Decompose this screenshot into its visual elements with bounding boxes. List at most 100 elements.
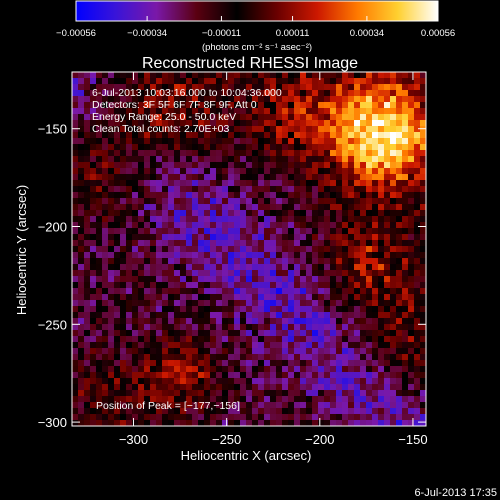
heatmap-cell [366,168,373,175]
heatmap-cell [204,156,211,163]
heatmap-cell [270,222,277,229]
heatmap-cell [174,114,181,121]
heatmap-cell [282,366,289,373]
heatmap-cell [156,138,163,145]
heatmap-cell [336,396,343,403]
heatmap-cell [282,276,289,283]
heatmap-cell [384,90,391,97]
heatmap-cell [210,354,217,361]
heatmap-cell [300,108,307,115]
heatmap-cell [396,126,403,133]
heatmap-cell [390,408,397,415]
heatmap-cell [264,78,271,85]
heatmap-cell [408,258,415,265]
heatmap-cell [180,222,187,229]
heatmap-cell [234,372,241,379]
heatmap-cell [378,138,385,145]
heatmap-cell [378,360,385,367]
heatmap-cell [234,342,241,349]
heatmap-cell [168,342,175,349]
heatmap-cell [96,78,103,85]
heatmap-cell [306,300,313,307]
heatmap-cell [294,342,301,349]
heatmap-cell [120,102,127,109]
heatmap-cell [222,198,229,205]
heatmap-cell [228,402,235,409]
heatmap-cell [180,138,187,145]
heatmap-cell [414,138,421,145]
heatmap-cell [186,78,193,85]
heatmap-cell [384,174,391,181]
heatmap-cell [414,162,421,169]
heatmap-cell [318,312,325,319]
heatmap-cell [354,108,361,115]
heatmap-cell [408,264,415,271]
heatmap-cell [294,336,301,343]
heatmap-cell [120,96,127,103]
heatmap-cell [336,234,343,241]
heatmap-cell [360,84,367,91]
heatmap-cell [120,300,127,307]
heatmap-cell [390,192,397,199]
heatmap-cell [354,174,361,181]
heatmap-cell [378,300,385,307]
heatmap-cell [114,132,121,139]
heatmap-cell [150,264,157,271]
heatmap-cell [84,336,91,343]
heatmap-cell [150,144,157,151]
heatmap-cell [324,234,331,241]
heatmap-cell [192,234,199,241]
heatmap-cell [366,378,373,385]
heatmap-cell [294,150,301,157]
heatmap-cell [84,330,91,337]
heatmap-cell [192,288,199,295]
heatmap-cell [306,174,313,181]
heatmap-cell [396,354,403,361]
heatmap-cell [240,258,247,265]
heatmap-cell [390,168,397,175]
heatmap-cell [396,324,403,331]
heatmap-cell [342,366,349,373]
heatmap-cell [144,258,151,265]
info-line-energy: Energy Range: 25.0 - 50.0 keV [92,111,236,123]
heatmap-cell [336,192,343,199]
heatmap-cell [420,198,426,205]
heatmap-cell [222,102,229,109]
heatmap-cell [150,162,157,169]
heatmap-cell [210,210,217,217]
heatmap-cell [414,240,421,247]
heatmap-cell [390,174,397,181]
heatmap-cell [378,198,385,205]
heatmap-cell [264,288,271,295]
heatmap-cell [282,234,289,241]
heatmap-cell [132,384,139,391]
heatmap-cell [348,324,355,331]
heatmap-cell [408,84,415,91]
heatmap-cell [354,132,361,139]
heatmap-cell [324,72,331,79]
heatmap-cell [126,180,133,187]
heatmap-cell [330,324,337,331]
heatmap-cell [78,396,85,403]
heatmap-cell [84,120,91,127]
heatmap-cell [150,396,157,403]
heatmap-cell [72,360,79,367]
heatmap-cell [72,162,79,169]
info-line-counts: Clean Total counts: 2.70E+03 [92,123,229,135]
heatmap-cell [246,408,253,415]
heatmap-cell [408,252,415,259]
heatmap-cell [342,138,349,145]
heatmap-cell [108,138,115,145]
heatmap-cell [240,324,247,331]
heatmap-cell [222,312,229,319]
heatmap-cell [330,162,337,169]
heatmap-cell [222,144,229,151]
heatmap-cell [150,126,157,133]
heatmap-cell [78,336,85,343]
heatmap-cell [330,252,337,259]
heatmap-cell [366,372,373,379]
heatmap-cell [306,258,313,265]
heatmap-cell [384,324,391,331]
heatmap-cell [234,276,241,283]
heatmap-cell [336,162,343,169]
